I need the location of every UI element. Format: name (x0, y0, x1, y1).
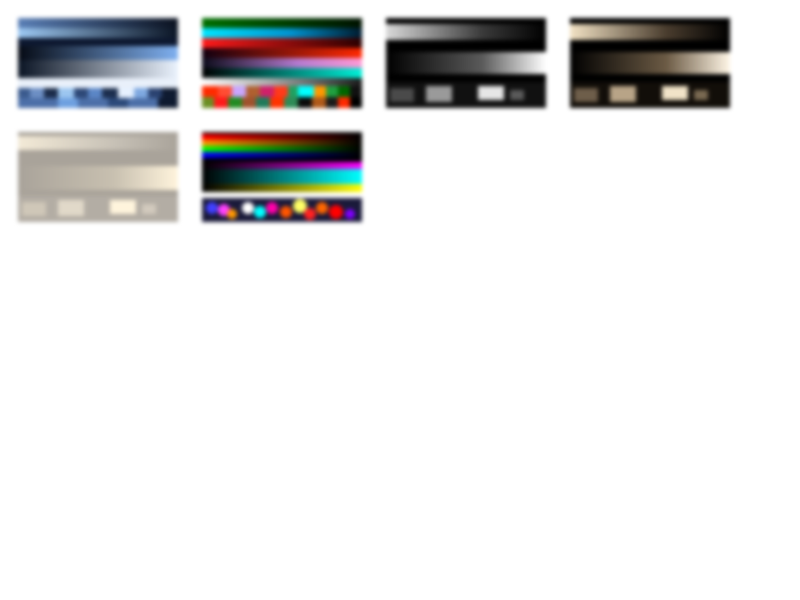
blue-ramp-swatch (18, 18, 178, 108)
rainbow-ramp-swatch (202, 132, 362, 222)
light-sepia-ramp-swatch (18, 132, 178, 222)
grey-ramp-swatch (386, 18, 546, 108)
sepia-ramp-swatch (570, 18, 730, 108)
palette-stack-swatch (202, 18, 362, 108)
